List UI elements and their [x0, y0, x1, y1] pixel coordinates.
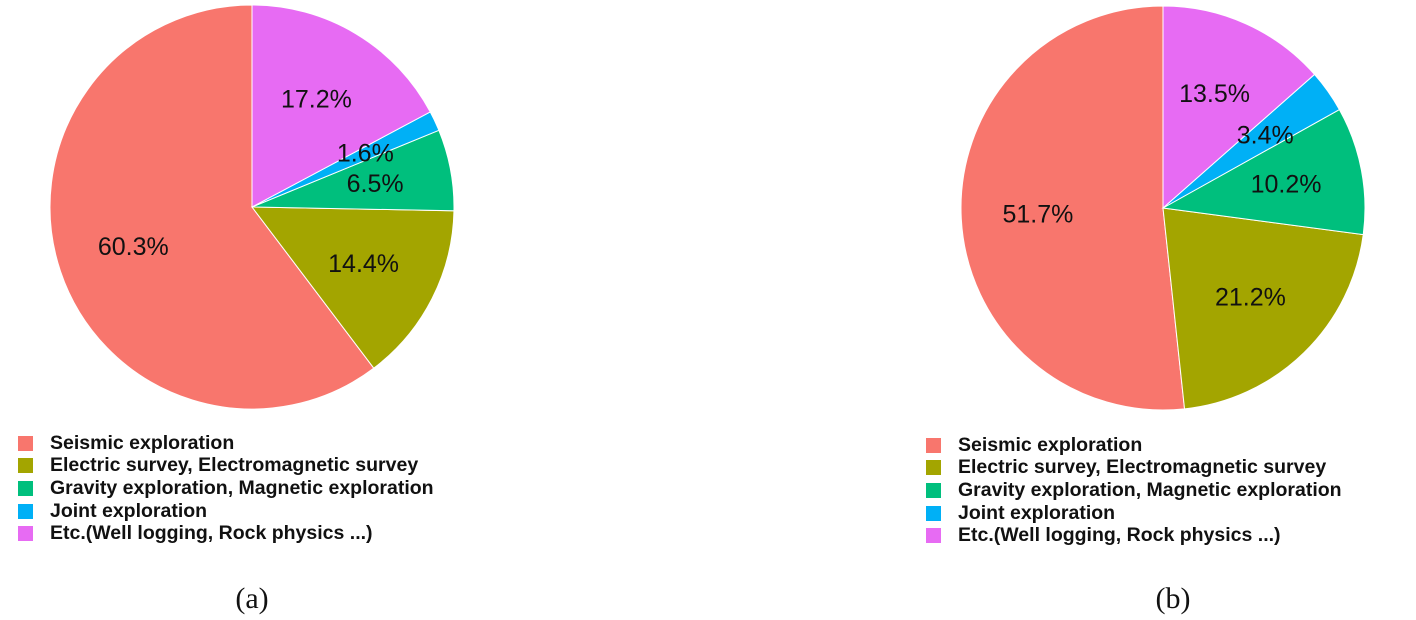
pie-slice-electric [250, 206, 455, 369]
slice-label-seismic: 60.3% [98, 233, 169, 261]
caption-a: (a) [235, 582, 269, 615]
slice-label-electric: 21.2% [1215, 284, 1286, 312]
legend-swatch [18, 503, 33, 519]
legend-label: Electric survey, Electromagnetic survey [50, 454, 419, 477]
legend-b: Seismic exploration Electric survey, Elec… [926, 434, 1342, 547]
legend-swatch [926, 460, 941, 476]
pie-chart-b: 51.7% 21.2% 10.2% 3.4% 13.5% [960, 5, 1366, 411]
legend-item-electric: Electric survey, Electromagnetic survey [18, 454, 434, 478]
slice-label-joint: 3.4% [1237, 122, 1294, 150]
legend-item-joint: Joint exploration [18, 500, 434, 523]
slice-label-gravity: 6.5% [347, 170, 404, 198]
slice-label-etc: 13.5% [1179, 80, 1250, 108]
slice-label-joint: 1.6% [337, 140, 394, 168]
pie-chart-panel-b: 51.7% 21.2% 10.2% 3.4% 13.5% Seismic explora… [708, 0, 1416, 620]
legend-swatch [18, 435, 33, 451]
slice-label-etc: 17.2% [281, 86, 352, 114]
legend-item-joint: Joint exploration [926, 502, 1342, 525]
pie-slice-gravity [1161, 108, 1366, 236]
legend-item-electric: Electric survey, Electromagnetic survey [926, 456, 1342, 480]
slice-label-gravity: 10.2% [1251, 171, 1322, 199]
legend-item-gravity: Gravity exploration, Magnetic exploratio… [18, 477, 434, 500]
slice-label-electric: 14.4% [328, 250, 399, 278]
pie-slice-etc [251, 4, 431, 208]
legend-item-etc: Etc.(Well logging, Rock physics ...) [926, 524, 1342, 547]
legend-swatch [18, 480, 33, 496]
legend-item-etc: Etc.(Well logging, Rock physics ...) [18, 522, 434, 545]
slice-labels-a: 60.3% 14.4% 6.5%1.6% 17.2% [98, 86, 404, 278]
pie-chart-panel-a: 60.3% 14.4% 6.5% 1.6% 17.2% Seismic explorat… [18, 4, 455, 615]
legend-label: Gravity exploration, Magnetic exploratio… [50, 476, 434, 499]
pie-chart-a: 60.3% 14.4% 6.5%1.6% 17.2% [49, 4, 455, 410]
legend-label: Electric survey, Electromagnetic survey [958, 456, 1327, 479]
legend-item-gravity: Gravity exploration, Magnetic exploratio… [926, 479, 1342, 502]
legend-a: Seismic exploration Electric survey, Elec… [18, 432, 434, 545]
legend-label: Joint exploration [958, 501, 1116, 524]
legend-swatch [926, 505, 941, 521]
legend-swatch [926, 482, 941, 498]
pie-slice-seismic [960, 5, 1186, 411]
legend-item-seismic: Seismic exploration [926, 434, 1342, 457]
legend-label: Seismic exploration [958, 433, 1143, 456]
legend-label: Etc.(Well logging, Rock physics ...) [50, 522, 373, 545]
caption-b: (b) [1155, 582, 1191, 615]
slice-labels-b: 51.7% 21.2% 10.2% 3.4% 13.5% [1002, 80, 1321, 312]
legend-swatch [926, 437, 941, 453]
legend-label: Joint exploration [50, 499, 208, 522]
legend-swatch [18, 458, 33, 474]
legend-swatch [926, 528, 941, 544]
legend-swatch [18, 526, 33, 542]
slices-b [960, 5, 1366, 411]
slice-label-seismic: 51.7% [1002, 201, 1073, 229]
pie-slice-etc [1162, 5, 1316, 210]
slices-a [49, 4, 455, 410]
legend-label: Gravity exploration, Magnetic exploratio… [958, 478, 1342, 501]
pie-slice-electric [1162, 207, 1364, 410]
legend-label: Etc.(Well logging, Rock physics ...) [958, 524, 1281, 547]
pie-slice-seismic [49, 4, 375, 410]
legend-label: Seismic exploration [50, 431, 235, 454]
legend-item-seismic: Seismic exploration [18, 432, 434, 455]
